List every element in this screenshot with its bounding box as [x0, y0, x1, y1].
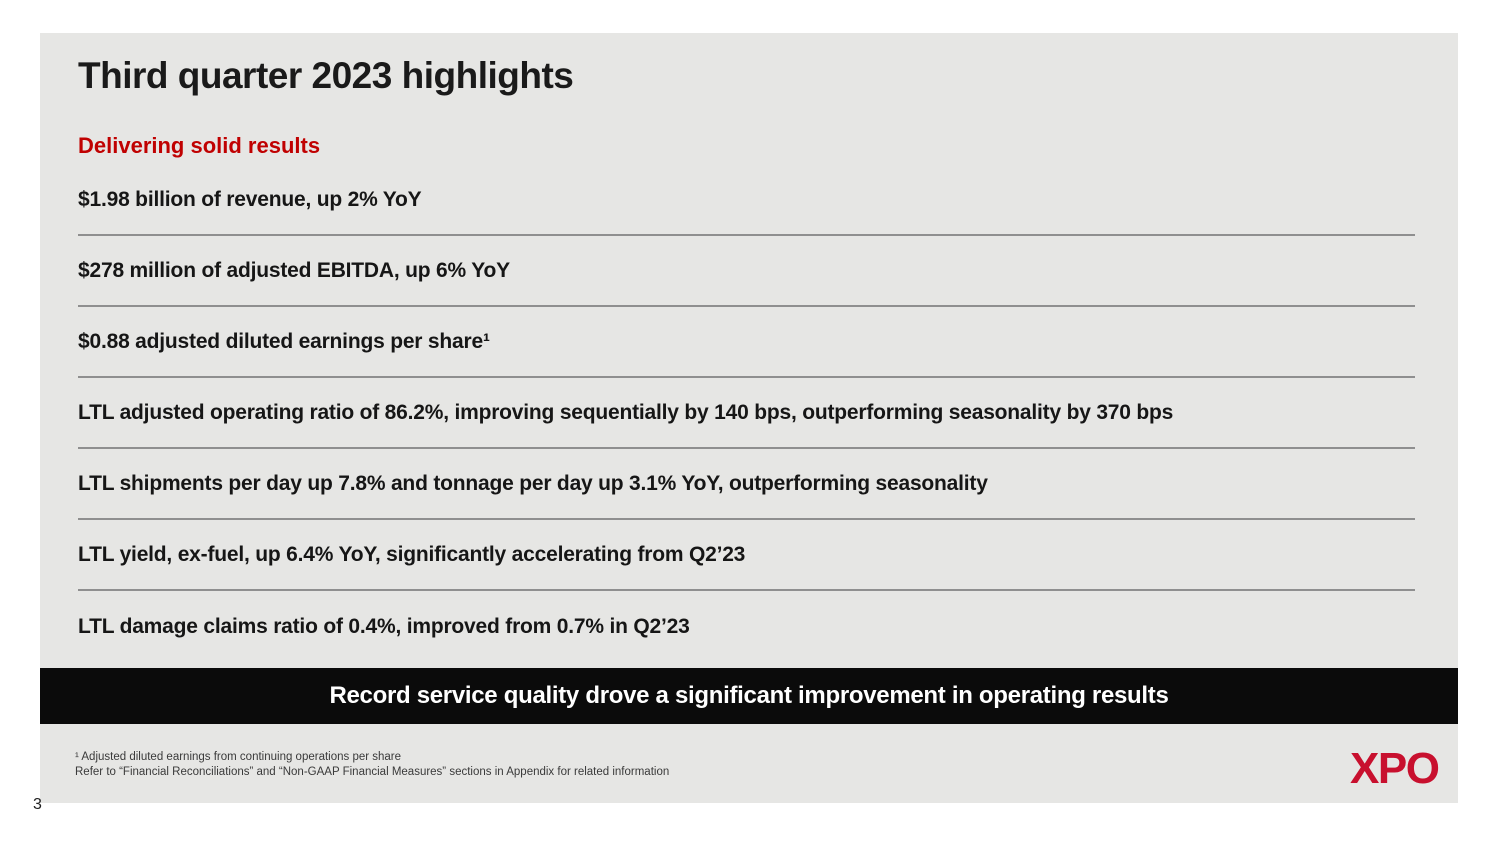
highlight-row-revenue: $1.98 billion of revenue, up 2% YoY: [78, 165, 1415, 236]
highlight-row-ebitda: $278 million of adjusted EBITDA, up 6% Y…: [78, 236, 1415, 307]
footnotes: ¹ Adjusted diluted earnings from continu…: [75, 750, 669, 780]
highlight-text: LTL adjusted operating ratio of 86.2%, i…: [78, 400, 1174, 424]
takeaway-banner: Record service quality drove a significa…: [40, 668, 1458, 724]
highlight-text: $278 million of adjusted EBITDA, up 6% Y…: [78, 258, 510, 282]
highlight-text: $1.98 billion of revenue, up 2% YoY: [78, 187, 422, 211]
highlights-list: $1.98 billion of revenue, up 2% YoY $278…: [78, 165, 1415, 662]
footnote-non-gaap: Refer to “Financial Reconciliations” and…: [75, 766, 670, 778]
highlight-row-operating-ratio: LTL adjusted operating ratio of 86.2%, i…: [78, 378, 1415, 449]
highlight-text: LTL shipments per day up 7.8% and tonnag…: [78, 471, 988, 495]
page-number: 3: [33, 796, 42, 813]
slide-title: Third quarter 2023 highlights: [78, 55, 574, 96]
highlight-row-yield: LTL yield, ex-fuel, up 6.4% YoY, signifi…: [78, 520, 1415, 591]
highlight-row-shipments: LTL shipments per day up 7.8% and tonnag…: [78, 449, 1415, 520]
highlight-row-eps: $0.88 adjusted diluted earnings per shar…: [78, 307, 1415, 378]
highlight-text: $0.88 adjusted diluted earnings per shar…: [78, 329, 490, 353]
slide-subtitle: Delivering solid results: [78, 133, 321, 158]
highlight-row-damage-claims: LTL damage claims ratio of 0.4%, improve…: [78, 591, 1415, 662]
highlight-text: LTL yield, ex-fuel, up 6.4% YoY, signifi…: [78, 542, 746, 566]
highlight-text: LTL damage claims ratio of 0.4%, improve…: [78, 614, 690, 638]
takeaway-banner-text: Record service quality drove a significa…: [329, 682, 1169, 709]
xpo-logo: XPO: [1350, 744, 1440, 793]
footnote-eps: ¹ Adjusted diluted earnings from continu…: [75, 751, 402, 763]
slide: Third quarter 2023 highlights Delivering…: [40, 33, 1458, 803]
